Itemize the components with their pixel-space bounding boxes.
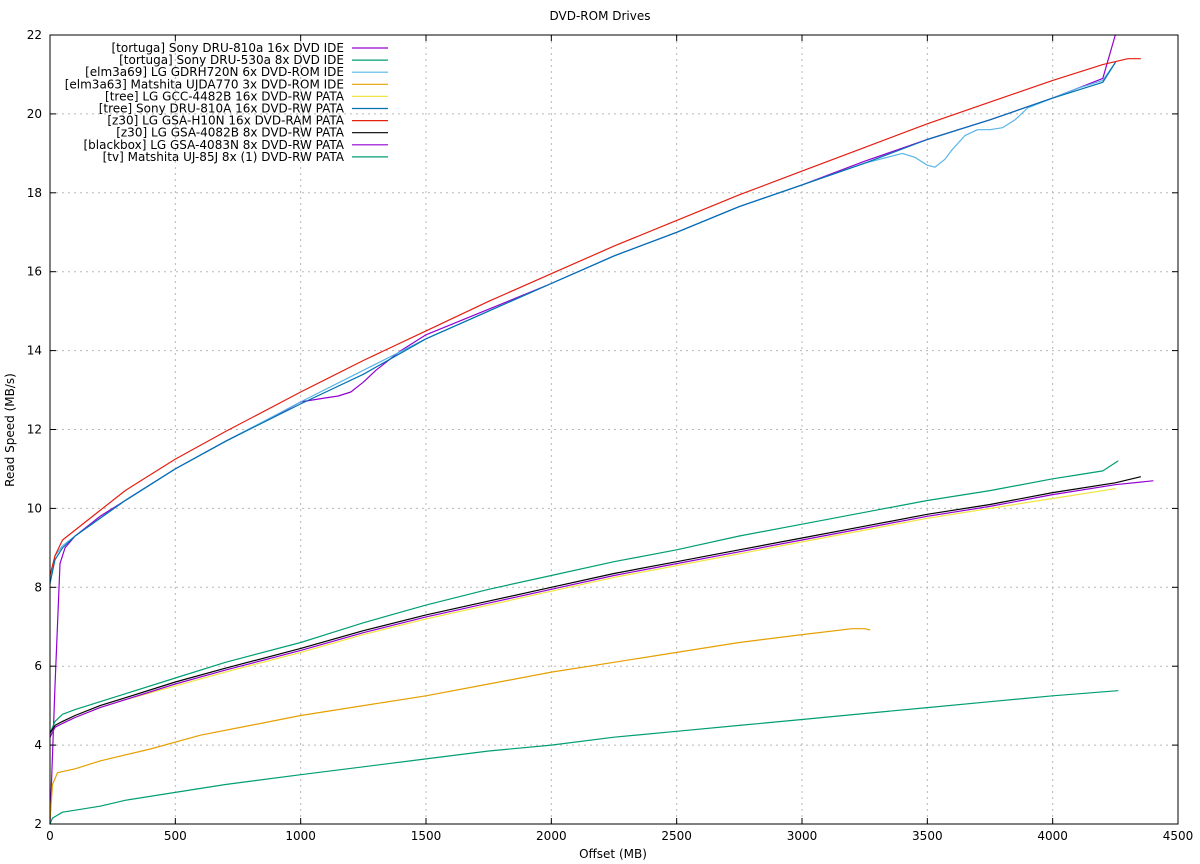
y-tick-label: 6 [34, 659, 42, 673]
x-tick-label: 4000 [1037, 829, 1068, 843]
legend-label-8: [z30] LG GSA-4082B 8x DVD-RW PATA [116, 126, 345, 140]
x-axis-label: Offset (MB) [579, 847, 647, 861]
y-tick-label: 4 [34, 738, 42, 752]
series-line-4 [49, 628, 871, 821]
x-tick-label: 2500 [661, 829, 692, 843]
legend: [tortuga] Sony DRU-810a 16x DVD IDE[tort… [65, 41, 388, 164]
x-tick-label: 0 [46, 829, 54, 843]
x-tick-label: 4500 [1163, 829, 1194, 843]
y-tick-label: 16 [27, 265, 42, 279]
y-tick-label: 20 [27, 107, 42, 121]
legend-label-7: [z30] LG GSA-H10N 16x DVD-RAM PATA [107, 114, 344, 128]
legend-label-3: [elm3a69] LG GDRH720N 6x DVD-ROM IDE [85, 65, 344, 79]
legend-label-1: [tortuga] Sony DRU-810a 16x DVD IDE [111, 41, 344, 55]
series-line-7 [49, 58, 1142, 577]
x-tick-label: 2000 [536, 829, 567, 843]
x-tick-label: 1000 [285, 829, 316, 843]
legend-label-9: [blackbox] LG GSA-4083N 8x DVD-RW PATA [83, 138, 344, 152]
series-line-1 [49, 34, 1116, 825]
series-lines [49, 34, 1154, 825]
grid [50, 35, 1178, 824]
x-tick-label: 1500 [411, 829, 442, 843]
x-tick-label: 3000 [787, 829, 818, 843]
legend-label-10: [tv] Matshita UJ-85J 8x (1) DVD-RW PATA [103, 150, 345, 164]
x-tick-label: 3500 [912, 829, 943, 843]
y-tick-label: 12 [27, 423, 42, 437]
y-tick-label: 14 [27, 344, 42, 358]
legend-label-4: [elm3a63] Matshita UJDA770 3x DVD-ROM ID… [65, 77, 344, 91]
series-line-8 [49, 476, 1142, 734]
y-tick-label: 22 [27, 28, 42, 42]
x-tick-label: 500 [164, 829, 187, 843]
series-line-10 [49, 690, 1119, 825]
chart-title: DVD-ROM Drives [549, 9, 650, 23]
y-tick-label: 18 [27, 186, 42, 200]
series-line-2 [49, 460, 1119, 734]
y-tick-label: 8 [34, 580, 42, 594]
series-line-9 [49, 480, 1154, 738]
legend-label-6: [tree] Sony DRU-810A 16x DVD-RW PATA [99, 102, 345, 116]
y-tick-label: 2 [34, 817, 42, 831]
series-line-6 [49, 61, 1116, 585]
series-line-5 [49, 488, 1116, 738]
y-axis-label: Read Speed (MB/s) [3, 373, 17, 487]
legend-label-2: [tortuga] Sony DRU-530a 8x DVD IDE [119, 53, 344, 67]
legend-label-5: [tree] LG GCC-4482B 16x DVD-RW PATA [105, 89, 345, 103]
ticks: 0 500 1000 1500 2000 2500 3000 3500 4000 4500 2 4 6 8… [27, 28, 1194, 843]
y-tick-label: 10 [27, 501, 42, 515]
